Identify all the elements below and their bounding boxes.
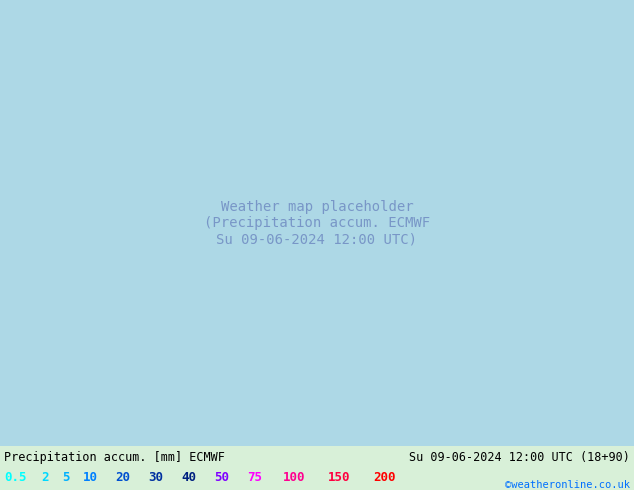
Text: Weather map placeholder
(Precipitation accum. ECMWF
Su 09-06-2024 12:00 UTC): Weather map placeholder (Precipitation a… — [204, 200, 430, 246]
Text: 150: 150 — [328, 471, 351, 485]
Text: 2: 2 — [41, 471, 49, 485]
Text: 100: 100 — [283, 471, 305, 485]
Text: 20: 20 — [115, 471, 131, 485]
FancyBboxPatch shape — [0, 446, 634, 490]
Text: 40: 40 — [181, 471, 197, 485]
Text: 75: 75 — [247, 471, 262, 485]
Text: ©weatheronline.co.uk: ©weatheronline.co.uk — [505, 480, 630, 490]
Text: Su 09-06-2024 12:00 UTC (18+90): Su 09-06-2024 12:00 UTC (18+90) — [409, 451, 630, 465]
Text: 50: 50 — [214, 471, 230, 485]
Text: 200: 200 — [373, 471, 396, 485]
Text: 30: 30 — [148, 471, 164, 485]
Text: 5: 5 — [62, 471, 70, 485]
Text: 0.5: 0.5 — [4, 471, 27, 485]
Text: Precipitation accum. [mm] ECMWF: Precipitation accum. [mm] ECMWF — [4, 451, 225, 465]
Text: 10: 10 — [82, 471, 98, 485]
